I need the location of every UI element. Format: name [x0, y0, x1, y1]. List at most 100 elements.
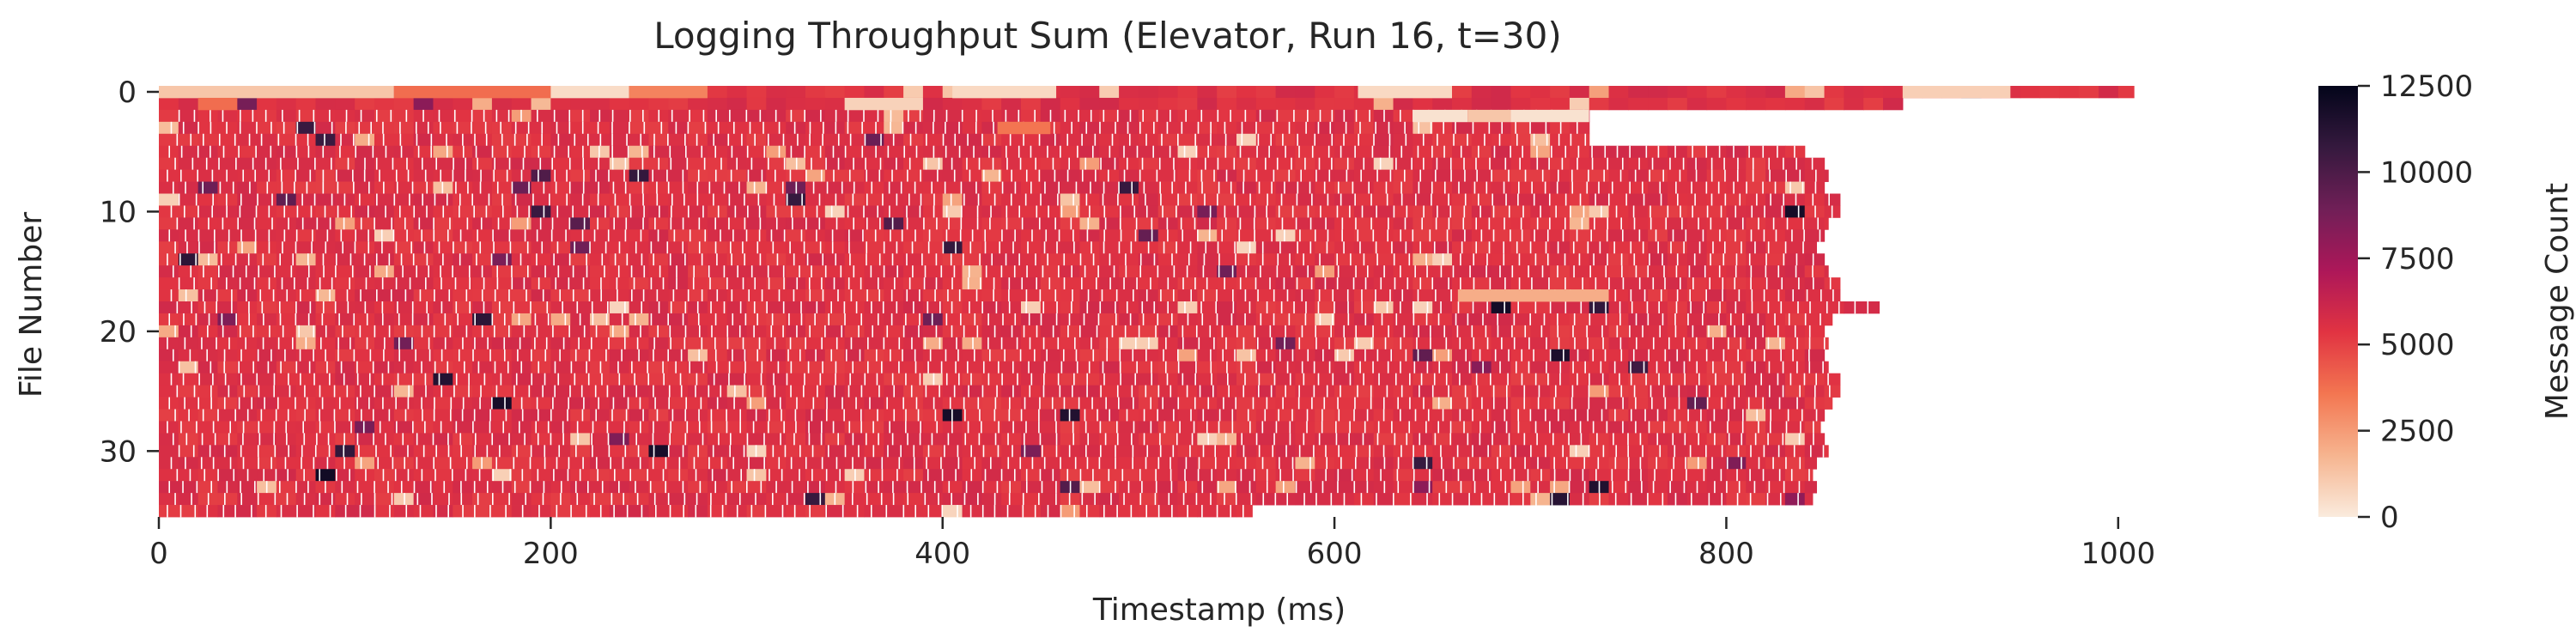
heat-gap — [1659, 325, 1662, 338]
heat-cell — [962, 169, 982, 182]
heat-gap — [1751, 349, 1753, 362]
heat-gap — [892, 133, 895, 147]
heat-gap — [440, 277, 442, 290]
heat-cell — [746, 289, 767, 302]
heat-gap — [395, 277, 398, 290]
heat-gap — [1523, 385, 1526, 398]
heat-cell — [1393, 385, 1413, 398]
heat-gap — [493, 169, 495, 182]
heat-cell — [1726, 97, 1747, 111]
heat-gap — [1177, 361, 1180, 374]
heat-gap — [1570, 205, 1571, 218]
heat-cell — [1099, 97, 1120, 111]
heat-gap — [734, 385, 736, 398]
heat-cell — [1765, 265, 1786, 278]
heat-cell — [472, 313, 493, 326]
heat-gap — [1139, 265, 1141, 278]
heat-gap — [380, 229, 383, 242]
heat-cell — [237, 289, 258, 302]
heat-gap — [1765, 253, 1767, 266]
heat-gap — [459, 253, 461, 266]
heat-cell — [1510, 121, 1531, 135]
heat-cell — [355, 229, 375, 242]
heat-gap — [356, 373, 359, 386]
heat-gap — [686, 157, 689, 171]
heat-gap — [1511, 325, 1513, 338]
heat-cell — [257, 145, 277, 159]
heat-gap — [305, 337, 307, 350]
heat-gap — [1692, 145, 1693, 159]
heat-gap — [595, 325, 598, 338]
heat-gap — [831, 241, 834, 254]
heat-gap — [1675, 265, 1678, 278]
heat-cell — [1804, 313, 1826, 326]
heat-cell — [688, 205, 708, 218]
heat-gap — [365, 277, 368, 290]
heat-gap — [1418, 325, 1419, 338]
heat-gap — [1289, 373, 1291, 386]
heat-cell — [276, 301, 297, 314]
heat-gap — [708, 385, 710, 398]
heat-cell — [688, 277, 708, 290]
heat-gap — [441, 181, 444, 194]
heat-cell — [1060, 397, 1081, 410]
heat-gap — [1593, 301, 1595, 314]
heat-cell — [276, 241, 297, 254]
heat-cell — [1706, 205, 1728, 218]
heat-cell — [1608, 385, 1629, 398]
heat-gap — [1506, 385, 1508, 398]
heat-gap — [1100, 157, 1102, 171]
heat-gap — [654, 217, 656, 230]
heat-cell — [1138, 325, 1159, 338]
heat-gap — [766, 301, 768, 314]
heat-gap — [1662, 253, 1663, 266]
heat-cell — [609, 337, 630, 350]
heat-gap — [861, 121, 863, 135]
heat-gap — [320, 337, 322, 350]
heat-gap — [442, 253, 444, 266]
heat-cell — [903, 169, 924, 182]
heat-cell — [1510, 301, 1531, 314]
heat-gap — [1228, 385, 1230, 398]
heat-cell — [1510, 229, 1531, 242]
heat-cell — [1099, 301, 1120, 314]
heat-gap — [1386, 193, 1388, 206]
heat-gap — [425, 277, 427, 290]
heat-cell — [1686, 145, 1708, 159]
heat-gap — [322, 301, 325, 314]
heat-gap — [1257, 289, 1259, 302]
heat-cell — [609, 193, 630, 206]
heat-cell — [355, 145, 375, 159]
heat-cell — [1530, 181, 1551, 194]
heat-cell — [629, 313, 650, 326]
heat-cell — [1530, 349, 1551, 362]
heat-cell — [1804, 361, 1826, 374]
heat-gap — [1239, 217, 1242, 230]
heat-cell — [217, 385, 238, 398]
heat-cell — [374, 241, 395, 254]
heat-gap — [689, 361, 690, 374]
heat-cell — [1569, 373, 1590, 386]
heat-gap — [406, 157, 408, 171]
heat-cell — [1589, 373, 1610, 386]
heat-cell — [491, 325, 513, 338]
heat-cell — [393, 109, 415, 123]
heat-gap — [1086, 301, 1089, 314]
heat-gap — [1630, 241, 1632, 254]
heat-cell — [903, 313, 924, 326]
heat-cell — [1784, 97, 1806, 111]
heat-cell — [1413, 253, 1433, 266]
heat-cell — [511, 241, 532, 254]
heat-gap — [1327, 229, 1329, 242]
heat-cell — [1804, 265, 1826, 278]
heat-cell — [315, 229, 336, 242]
heat-gap — [1194, 373, 1196, 386]
heat-gap — [1719, 301, 1721, 314]
heat-gap — [796, 277, 799, 290]
heat-gap — [833, 277, 835, 290]
heat-gap — [1355, 325, 1357, 338]
heat-gap — [914, 361, 917, 374]
heat-cell — [1471, 133, 1492, 147]
heat-cell — [197, 313, 219, 326]
heat-gap — [1305, 301, 1307, 314]
